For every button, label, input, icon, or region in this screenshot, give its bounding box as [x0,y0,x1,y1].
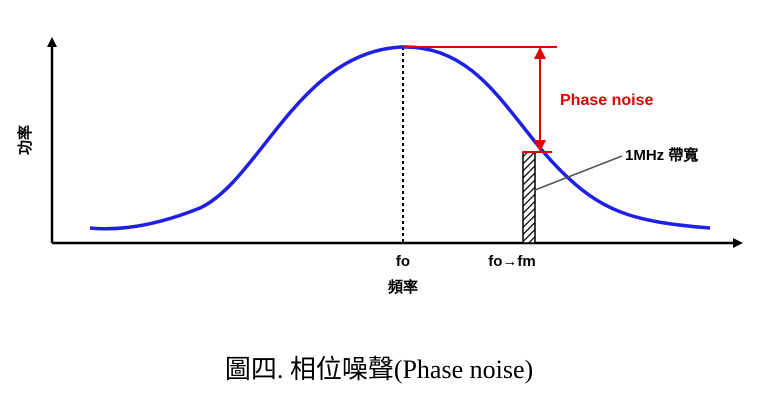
leader-line [534,155,623,191]
bandwidth-bar [522,151,536,244]
y-axis-label: 功率 [16,125,34,155]
bandwidth-label: 1MHz 帶寬 [625,146,698,164]
x-axis-label: 頻率 [388,278,418,296]
center-label: fo [396,253,410,270]
spectrum-curve [89,45,711,231]
phase-noise-label: Phase noise [560,92,653,109]
caption: 圖四. 相位噪聲(Phase noise) [225,355,533,384]
offset-label: fo→fm [488,253,536,270]
